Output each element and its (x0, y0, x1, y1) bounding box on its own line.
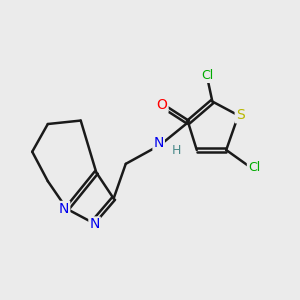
Text: S: S (236, 108, 244, 122)
Text: N: N (89, 218, 100, 232)
Text: Cl: Cl (248, 161, 260, 174)
Text: N: N (154, 136, 164, 150)
Text: Cl: Cl (201, 69, 213, 82)
Text: O: O (157, 98, 168, 112)
Text: H: H (171, 143, 181, 157)
Text: N: N (59, 202, 69, 216)
